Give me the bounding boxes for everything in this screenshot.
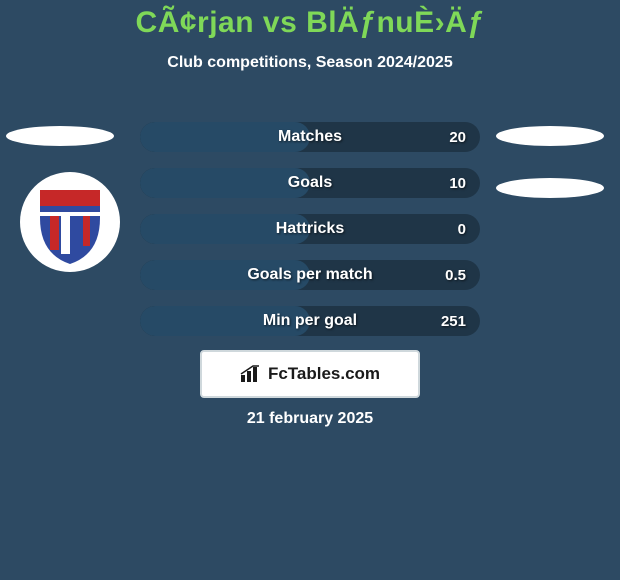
stat-row-value: 10 [449, 168, 466, 198]
stat-row-label: Min per goal [140, 306, 480, 336]
player-right-ellipse-2 [496, 178, 604, 198]
logo-stripe-a [50, 216, 59, 250]
stat-row-label: Goals per match [140, 260, 480, 290]
stat-row-label: Hattricks [140, 214, 480, 244]
logo-stripe-c [72, 216, 81, 252]
stats-bars: Matches20 Goals10 Hattricks0 Goals per matc… [140, 122, 480, 352]
attribution-badge[interactable]: FcTables.com [200, 350, 420, 398]
stat-row-value: 0 [458, 214, 466, 244]
page-root: CÃ¢rjan vs BlÄƒnuÈ›Äƒ Club competitions,… [0, 0, 620, 580]
stat-row-value: 20 [449, 122, 466, 152]
logo-top-band [40, 190, 100, 206]
bar-chart-icon [240, 365, 262, 383]
stat-row: Min per goal251 [140, 306, 480, 336]
footer-date: 21 february 2025 [0, 410, 620, 428]
logo-stripe-d [83, 216, 90, 246]
page-title: CÃ¢rjan vs BlÄƒnuÈ›Äƒ [0, 0, 620, 40]
stat-row: Goals per match0.5 [140, 260, 480, 290]
stat-row-value: 251 [441, 306, 466, 336]
stat-row-label: Matches [140, 122, 480, 152]
stat-row-value: 0.5 [445, 260, 466, 290]
club-logo [20, 172, 120, 272]
stat-row-label: Goals [140, 168, 480, 198]
logo-divider [40, 212, 100, 216]
page-subtitle: Club competitions, Season 2024/2025 [0, 54, 620, 72]
logo-stripe-b [61, 216, 70, 254]
player-right-ellipse [496, 126, 604, 146]
stat-row: Hattricks0 [140, 214, 480, 244]
attribution-text: FcTables.com [268, 364, 380, 384]
stat-row: Matches20 [140, 122, 480, 152]
player-left-ellipse [6, 126, 114, 146]
stat-row: Goals10 [140, 168, 480, 198]
